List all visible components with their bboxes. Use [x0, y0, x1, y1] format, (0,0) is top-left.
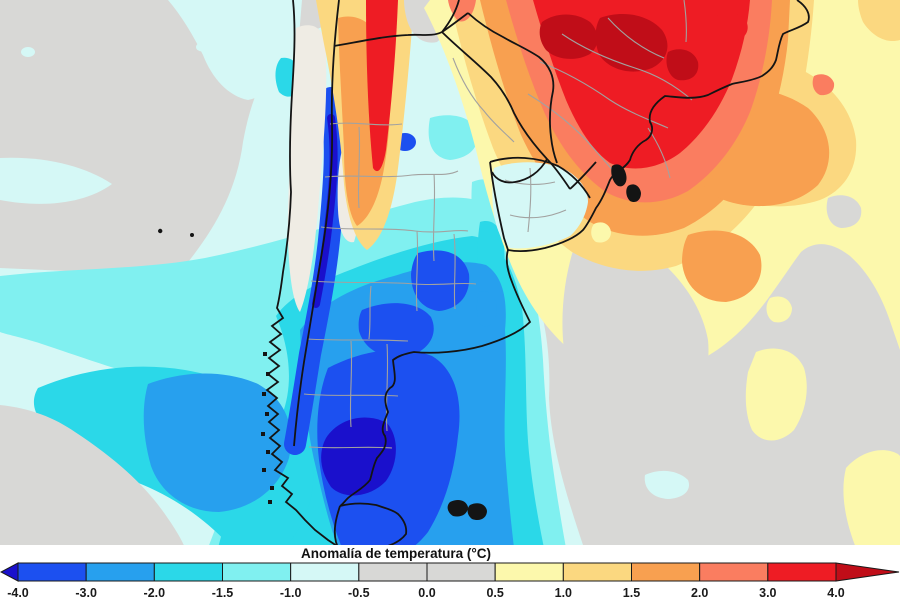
colorbar-segment-1	[85, 562, 155, 582]
legend-title: Anomalía de temperatura (°C)	[301, 546, 491, 561]
colorbar-label--1.0: -1.0	[280, 586, 302, 600]
region-uruguay-interior	[492, 162, 588, 249]
colorbar-segment-9	[631, 562, 701, 582]
falkland-islands	[447, 499, 487, 521]
region-palecyan-west-finger	[0, 157, 112, 204]
colorbar-label--3.0: -3.0	[75, 586, 97, 600]
region-navy-patagonia-core	[321, 417, 396, 496]
region-azure-entre-rios-tip	[476, 290, 497, 327]
colorbar-label-0.0: 0.0	[418, 586, 435, 600]
northern-country-borders	[333, 0, 597, 190]
juan-fernandez-islands	[158, 228, 194, 237]
colorbar-segment-10	[699, 562, 769, 582]
region-salmon-top-streak	[448, 0, 476, 22]
colorbar-segment-5	[358, 562, 428, 582]
fjord-islets	[261, 352, 274, 504]
colorbar-label-3.0: 3.0	[759, 586, 776, 600]
colorbar-label--1.5: -1.5	[212, 586, 234, 600]
region-salmon-small-east	[812, 74, 835, 96]
colorbar-label--0.5: -0.5	[348, 586, 370, 600]
colorbar-segment-3	[222, 562, 292, 582]
pacific-coastline	[265, 0, 338, 545]
colorbar-segment-2	[153, 562, 223, 582]
region-gray-right-patch	[826, 195, 862, 228]
atlantic-coastline	[339, 0, 810, 507]
colorbar-segment-6	[426, 562, 496, 582]
colorbar-label-1.0: 1.0	[555, 586, 572, 600]
legend: Anomalía de temperatura (°C) -4.0 -3.0 -2.…	[0, 545, 900, 600]
colorbar-label--2.0: -2.0	[144, 586, 166, 600]
colorbar-label-2.0: 2.0	[691, 586, 708, 600]
colorbar-segment-4	[290, 562, 360, 582]
colorbar-label--4.0: -4.0	[7, 586, 29, 600]
colorbar-label-4.0: 4.0	[827, 586, 844, 600]
anomaly-map-svg	[0, 0, 900, 545]
region-tan-ne-corner	[858, 0, 900, 42]
region-gray-southwest-wedge	[0, 405, 184, 545]
colorbar: -4.0 -3.0 -2.0 -1.5 -1.0 -0.5 0.0 0.5 1.0 1.5 2.0 3…	[0, 562, 900, 600]
colorbar-label-1.5: 1.5	[623, 586, 640, 600]
region-paleyellow-speck-uruguay	[591, 222, 611, 243]
region-gray-atlantic-tongue	[562, 222, 709, 426]
anomaly-map	[0, 0, 900, 545]
region-navy-andes-core	[312, 114, 338, 308]
region-blue-pampa-blobs	[358, 133, 470, 358]
region-palecyan-north-wedge	[168, 0, 302, 100]
brazil-state-borders	[527, 0, 693, 185]
uruguay-department-borders	[504, 167, 567, 233]
colorbar-segment-8	[562, 562, 632, 582]
region-azure-offshore	[143, 373, 292, 512]
colorbar-segment-11	[767, 562, 837, 582]
colorbar-segment-7	[494, 562, 564, 582]
region-chile-neutral-strip	[287, 25, 327, 313]
argentina-province-borders	[303, 57, 515, 449]
colorbar-left-arrow	[0, 562, 19, 582]
colorbar-right-arrow	[835, 562, 900, 582]
region-orange-coastal-blob	[682, 230, 762, 302]
chile-argentina-border	[293, 0, 340, 447]
colorbar-label-0.5: 0.5	[486, 586, 503, 600]
uruguay-borders	[489, 156, 591, 251]
colorbar-segment-0	[17, 562, 87, 582]
region-darkred-cores	[539, 14, 699, 81]
coastal-lagoons	[611, 164, 641, 203]
region-cyan-chaco-blob	[428, 115, 478, 160]
region-red-ne-spot	[714, 12, 748, 41]
magellan-strait-tierra-del-fuego	[333, 502, 408, 545]
region-red-andes-streak	[366, 0, 398, 172]
